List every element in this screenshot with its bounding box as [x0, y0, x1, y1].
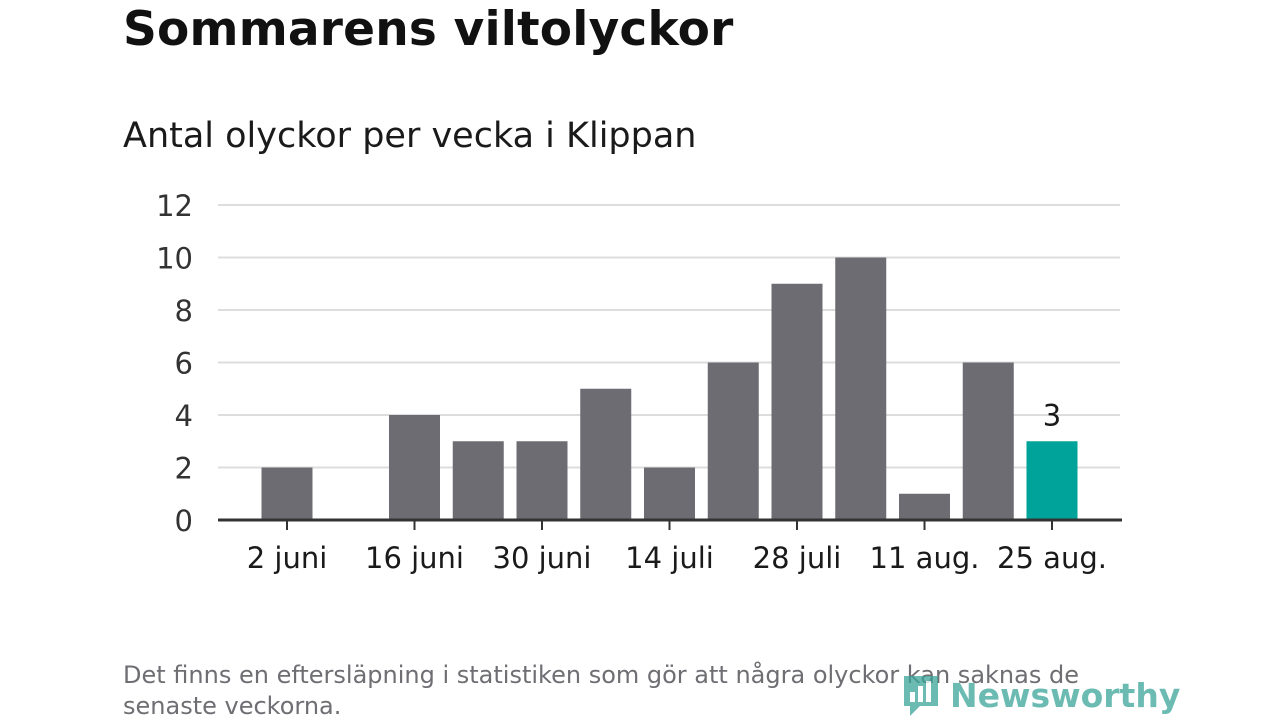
- bar-chart: 0 2 4 6 8 10 12 3 2 juni 16 juni 30 juni 14 juli 28 …: [156, 189, 1122, 575]
- bar: [962, 362, 1014, 520]
- x-tick-label: 2 juni: [247, 541, 328, 575]
- bar: [389, 415, 440, 520]
- bar: [516, 441, 568, 520]
- bar: [580, 388, 632, 520]
- bar-highlight: [1026, 441, 1078, 520]
- logo-text: Newsworthy: [950, 675, 1181, 715]
- x-tick-label: 11 aug.: [870, 541, 980, 575]
- y-tick-label: 0: [175, 504, 193, 538]
- x-tick-label: 28 juli: [753, 541, 842, 575]
- y-tick-label: 10: [156, 242, 193, 276]
- bar: [452, 441, 504, 520]
- y-tick-label: 6: [175, 347, 193, 381]
- y-tick-label: 2: [175, 452, 193, 486]
- bar: [707, 362, 759, 520]
- data-label: 3: [1043, 398, 1061, 432]
- bar: [644, 467, 695, 520]
- bar: [771, 283, 823, 520]
- bar-chart-speech-bubble-icon: [904, 676, 938, 716]
- x-tick-label: 14 juli: [625, 541, 714, 575]
- newsworthy-logo[interactable]: Newsworthy: [900, 670, 1180, 720]
- chart-title: Sommarens viltolyckor: [123, 2, 734, 57]
- x-tick-label: 30 juni: [493, 541, 592, 575]
- y-tick-label: 12: [156, 189, 193, 223]
- x-tick-label: 25 aug.: [997, 541, 1107, 575]
- bar: [899, 493, 950, 520]
- bar: [261, 467, 313, 520]
- x-tick-label: 16 juni: [365, 541, 464, 575]
- y-tick-label: 8: [175, 294, 193, 328]
- y-tick-label: 4: [175, 399, 193, 433]
- chart-subtitle: Antal olyckor per vecka i Klippan: [123, 116, 697, 156]
- bar: [835, 257, 887, 520]
